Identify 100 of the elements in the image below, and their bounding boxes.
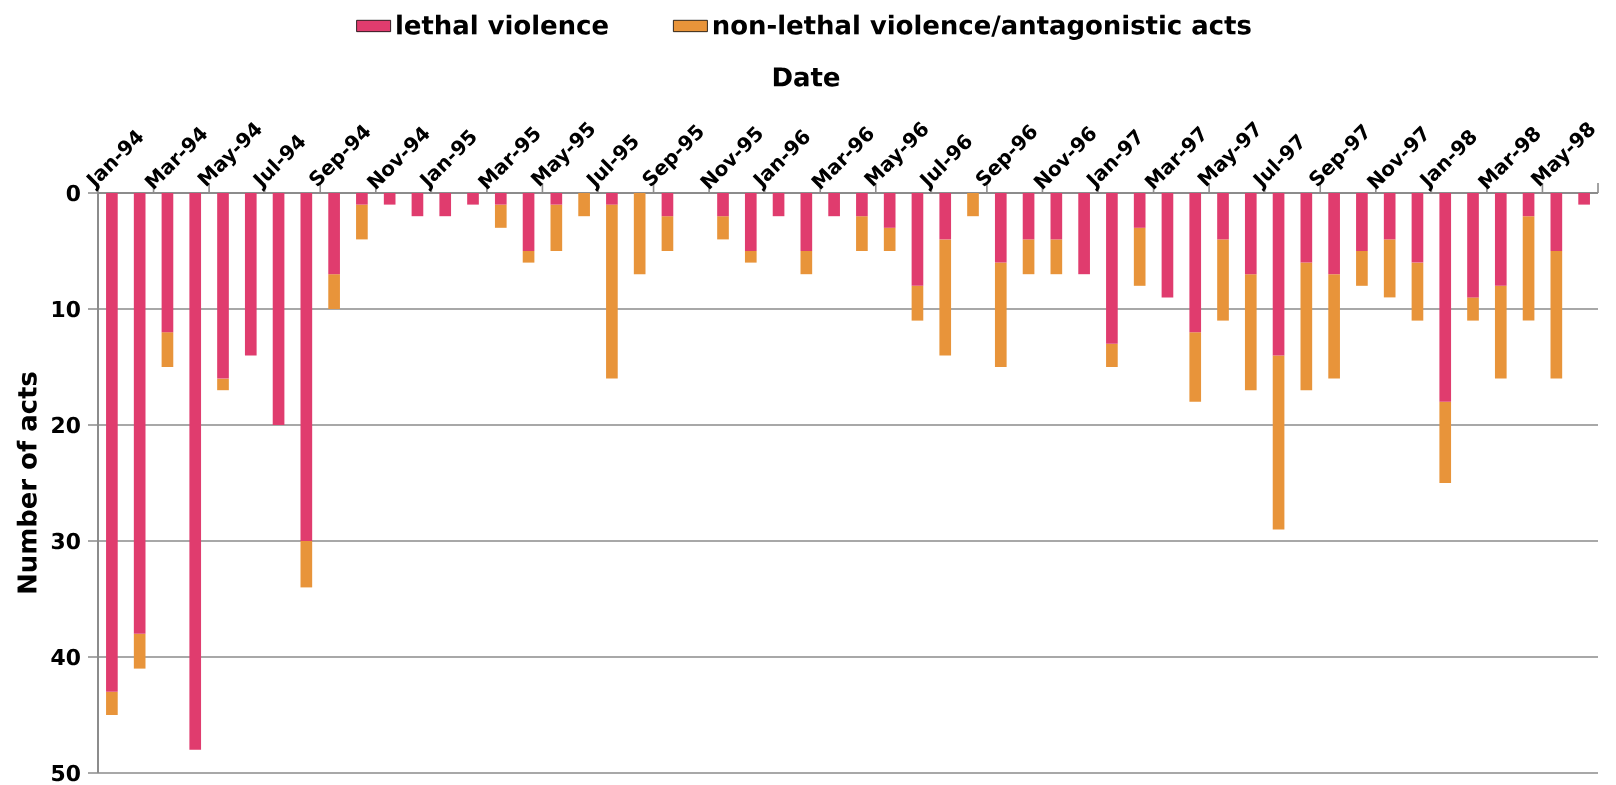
bar (161, 332, 174, 368)
bar (772, 193, 785, 217)
bar (883, 227, 896, 252)
bar (133, 633, 146, 669)
bar (744, 193, 757, 252)
bar (161, 193, 174, 333)
bar (1022, 239, 1035, 275)
bar (106, 193, 118, 692)
bar (1161, 193, 1174, 298)
bar (717, 216, 729, 240)
bar (1356, 193, 1368, 252)
bar (1411, 262, 1424, 321)
bar (189, 193, 202, 750)
bar (1272, 355, 1285, 530)
bar (1217, 193, 1229, 240)
bar (411, 193, 424, 217)
bar (217, 193, 229, 379)
bar (1439, 193, 1452, 402)
y-tick-label: 30 (51, 532, 80, 550)
bar (717, 193, 729, 217)
y-tick-label: 10 (52, 300, 80, 318)
bar (1050, 193, 1063, 240)
bar (494, 204, 507, 228)
bar (217, 378, 229, 391)
y-tick-label: 0 (66, 184, 80, 202)
bar (356, 204, 368, 240)
bar (994, 262, 1007, 368)
bar (994, 193, 1007, 263)
bar (800, 251, 813, 275)
bar (1106, 343, 1118, 368)
bar (800, 193, 813, 252)
bar (1133, 227, 1146, 286)
bar (856, 193, 868, 217)
bar (1439, 401, 1452, 484)
bar (606, 193, 618, 205)
bar (828, 193, 840, 217)
bar (578, 193, 590, 217)
bar (1383, 193, 1396, 240)
bar (1550, 193, 1563, 252)
bar (1189, 193, 1202, 333)
bar (356, 193, 368, 205)
bar (1300, 262, 1313, 391)
bar (1328, 193, 1340, 275)
bar (1050, 239, 1063, 275)
bar (1300, 193, 1313, 263)
bar (1411, 193, 1424, 263)
bar (883, 193, 896, 228)
bar (328, 274, 340, 310)
bar (633, 193, 646, 275)
bar (939, 193, 952, 240)
bar (967, 193, 979, 217)
bar (1494, 193, 1507, 286)
y-tick-label: 50 (52, 764, 80, 782)
bar (606, 204, 618, 379)
bar (383, 193, 396, 205)
bar (1133, 193, 1146, 228)
bar (1244, 274, 1257, 391)
bar (911, 285, 924, 321)
bar (494, 193, 507, 205)
bar (1022, 193, 1035, 240)
bar (1106, 193, 1118, 344)
bar (1272, 193, 1285, 356)
bar (1078, 193, 1090, 275)
bar (744, 251, 757, 263)
bar (328, 193, 340, 275)
bar (1244, 193, 1257, 275)
bar (1356, 251, 1368, 286)
bar (300, 541, 313, 588)
bar (106, 691, 118, 716)
bar (1522, 193, 1535, 217)
bar (1522, 216, 1535, 321)
bar (661, 193, 674, 217)
bar (1467, 193, 1479, 298)
bar (1217, 239, 1229, 321)
bar (550, 204, 563, 252)
bar (133, 193, 146, 634)
y-axis-title: Number of acts (16, 372, 37, 593)
bar (1189, 332, 1202, 402)
bar (522, 251, 535, 263)
bar (300, 193, 313, 542)
bar (1494, 285, 1507, 379)
legend-label: non-lethal violence/antagonistic acts (713, 14, 1251, 40)
bar (939, 239, 952, 356)
y-tick-label: 40 (51, 648, 80, 666)
y-tick-label: 20 (52, 416, 80, 434)
bar (1328, 274, 1340, 379)
bar (911, 193, 924, 286)
bar (856, 216, 868, 252)
bar (439, 193, 452, 217)
bar (661, 216, 674, 252)
legend-label: lethal violence (397, 14, 608, 35)
bar (550, 193, 563, 205)
bar (244, 193, 257, 356)
bar (1578, 193, 1590, 205)
bar (1467, 297, 1479, 321)
bar (522, 193, 535, 252)
bar (272, 193, 285, 426)
bar (1550, 251, 1563, 379)
bar (1383, 239, 1396, 298)
x-axis-title: Date (773, 67, 840, 87)
